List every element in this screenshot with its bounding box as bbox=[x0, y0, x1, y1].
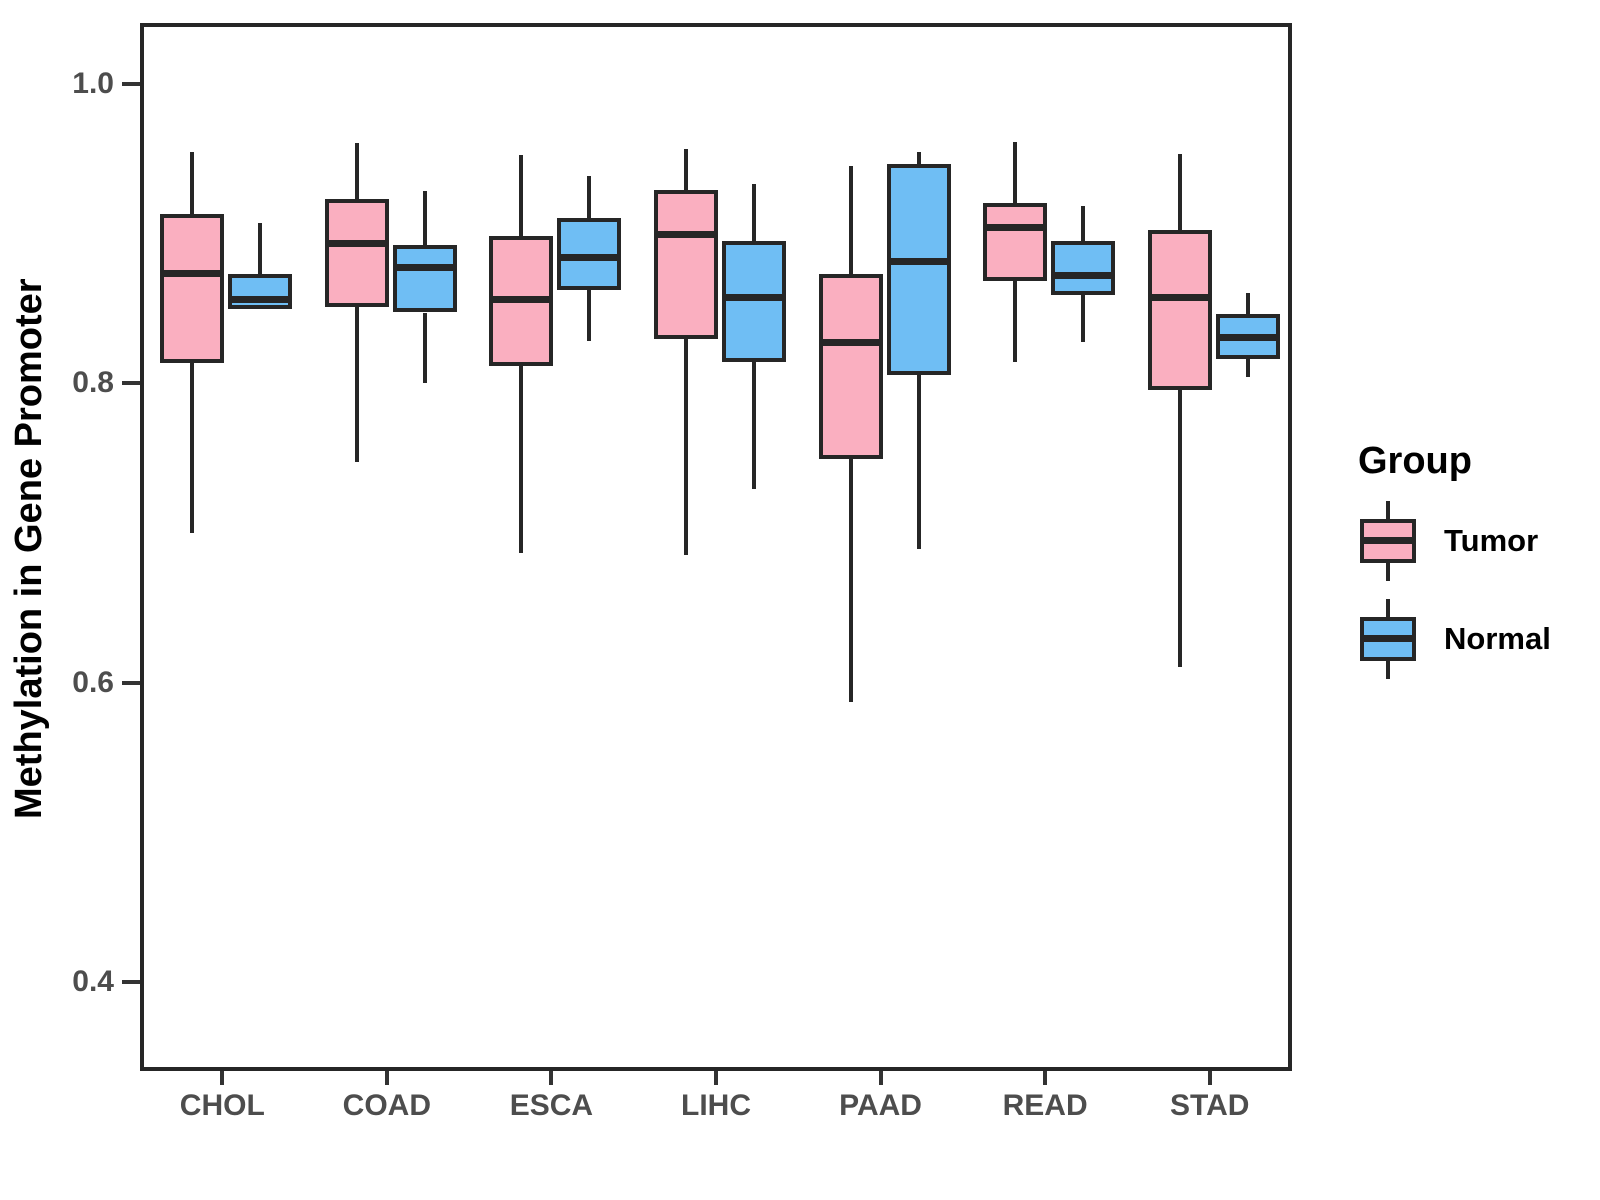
box-LIHC-Normal bbox=[722, 240, 786, 362]
median-CHOL-Normal bbox=[228, 295, 293, 303]
median-ESCA-Normal bbox=[557, 253, 622, 261]
legend-item-tumor: Tumor bbox=[1358, 501, 1551, 581]
median-PAAD-Tumor bbox=[818, 338, 883, 346]
whisker-lower-ESCA-Normal bbox=[587, 290, 592, 341]
median-READ-Tumor bbox=[983, 223, 1048, 231]
whisker-lower-LIHC-Tumor bbox=[684, 339, 688, 555]
whisker-upper-COAD-Normal bbox=[422, 191, 427, 246]
x-tick-mark-ESCA bbox=[549, 1071, 554, 1085]
whisker-lower-COAD-Tumor bbox=[354, 306, 359, 463]
whisker-upper-PAAD-Normal bbox=[916, 152, 921, 165]
whisker-upper-PAAD-Tumor bbox=[848, 165, 853, 274]
whisker-lower-LIHC-Normal bbox=[752, 361, 756, 490]
median-STAD-Normal bbox=[1215, 334, 1280, 342]
legend: Group Tumor Normal bbox=[1330, 440, 1551, 697]
median-STAD-Tumor bbox=[1147, 294, 1212, 302]
median-READ-Normal bbox=[1051, 271, 1116, 279]
whisker-lower-CHOL-Tumor bbox=[190, 363, 195, 533]
legend-glyph-whisker-top bbox=[1386, 599, 1390, 617]
whisker-lower-STAD-Normal bbox=[1245, 358, 1250, 377]
legend-glyph-median bbox=[1360, 635, 1416, 642]
x-tick-mark-PAAD bbox=[878, 1071, 883, 1085]
x-tick-label-CHOL: CHOL bbox=[179, 1089, 265, 1122]
median-LIHC-Normal bbox=[722, 294, 786, 302]
whisker-lower-READ-Tumor bbox=[1013, 281, 1018, 362]
whisker-lower-PAAD-Tumor bbox=[848, 459, 853, 702]
y-tick-label-0.4: 0.4 bbox=[72, 965, 114, 999]
whisker-upper-CHOL-Tumor bbox=[190, 152, 195, 214]
box-COAD-Normal bbox=[392, 245, 457, 313]
box-STAD-Tumor bbox=[1147, 230, 1212, 391]
legend-glyph-median bbox=[1360, 537, 1416, 544]
median-PAAD-Normal bbox=[886, 258, 951, 266]
box-LIHC-Tumor bbox=[654, 189, 718, 340]
whisker-lower-READ-Normal bbox=[1081, 294, 1086, 343]
x-tick-label-PAAD: PAAD bbox=[839, 1089, 922, 1122]
legend-label-tumor: Tumor bbox=[1444, 523, 1539, 558]
box-READ-Normal bbox=[1051, 240, 1116, 295]
legend-boxplot-glyph-normal bbox=[1358, 599, 1418, 679]
x-tick-mark-READ bbox=[1043, 1071, 1048, 1085]
y-tick-mark-0.4 bbox=[122, 980, 140, 985]
x-tick-label-LIHC: LIHC bbox=[681, 1089, 751, 1122]
median-LIHC-Tumor bbox=[654, 231, 718, 239]
median-COAD-Normal bbox=[392, 264, 457, 272]
whisker-lower-ESCA-Tumor bbox=[519, 366, 524, 554]
y-tick-mark-1.0 bbox=[122, 82, 140, 86]
legend-label-normal: Normal bbox=[1444, 621, 1551, 656]
median-COAD-Tumor bbox=[324, 240, 389, 248]
median-CHOL-Tumor bbox=[160, 270, 225, 278]
median-ESCA-Tumor bbox=[489, 295, 554, 303]
whisker-lower-PAAD-Normal bbox=[916, 375, 921, 549]
whisker-upper-LIHC-Tumor bbox=[684, 149, 688, 190]
y-tick-label-0.8: 0.8 bbox=[72, 366, 114, 400]
y-tick-mark-0.8 bbox=[122, 381, 140, 386]
x-tick-label-COAD: COAD bbox=[342, 1089, 432, 1122]
whisker-upper-READ-Normal bbox=[1081, 206, 1086, 241]
y-tick-label-0.6: 0.6 bbox=[72, 665, 114, 699]
legend-glyph-whisker-bottom bbox=[1386, 563, 1390, 581]
whisker-upper-CHOL-Normal bbox=[258, 222, 263, 274]
x-tick-label-STAD: STAD bbox=[1169, 1089, 1250, 1122]
legend-item-normal: Normal bbox=[1358, 599, 1551, 679]
whisker-upper-LIHC-Normal bbox=[752, 183, 756, 241]
legend-glyph-whisker-top bbox=[1386, 501, 1390, 519]
legend-glyph-whisker-bottom bbox=[1386, 661, 1390, 679]
box-READ-Tumor bbox=[983, 203, 1048, 282]
whisker-lower-STAD-Tumor bbox=[1177, 390, 1182, 668]
whisker-upper-ESCA-Tumor bbox=[519, 155, 524, 237]
x-tick-mark-LIHC bbox=[714, 1071, 718, 1085]
box-PAAD-Tumor bbox=[818, 273, 883, 460]
legend-title: Group bbox=[1358, 440, 1472, 482]
legend-boxplot-glyph-tumor bbox=[1358, 501, 1418, 581]
x-tick-label-READ: READ bbox=[1002, 1089, 1088, 1122]
legend-items: Tumor Normal bbox=[1330, 501, 1551, 679]
box-PAAD-Normal bbox=[886, 164, 951, 376]
plot-panel bbox=[140, 23, 1292, 1071]
whisker-upper-ESCA-Normal bbox=[587, 176, 592, 219]
whisker-lower-COAD-Normal bbox=[422, 312, 427, 383]
whisker-upper-STAD-Normal bbox=[1245, 293, 1250, 314]
box-CHOL-Normal bbox=[228, 273, 293, 310]
box-COAD-Tumor bbox=[324, 198, 389, 307]
whisker-upper-STAD-Tumor bbox=[1177, 153, 1182, 231]
y-tick-mark-0.6 bbox=[122, 680, 140, 685]
y-tick-label-1.0: 1.0 bbox=[72, 67, 114, 100]
x-tick-label-ESCA: ESCA bbox=[509, 1089, 594, 1122]
x-tick-mark-COAD bbox=[384, 1071, 389, 1085]
whisker-upper-READ-Tumor bbox=[1013, 141, 1018, 204]
box-CHOL-Tumor bbox=[160, 213, 225, 364]
x-tick-mark-STAD bbox=[1207, 1071, 1212, 1085]
x-tick-mark-CHOL bbox=[220, 1071, 225, 1085]
whisker-upper-COAD-Tumor bbox=[354, 143, 359, 199]
